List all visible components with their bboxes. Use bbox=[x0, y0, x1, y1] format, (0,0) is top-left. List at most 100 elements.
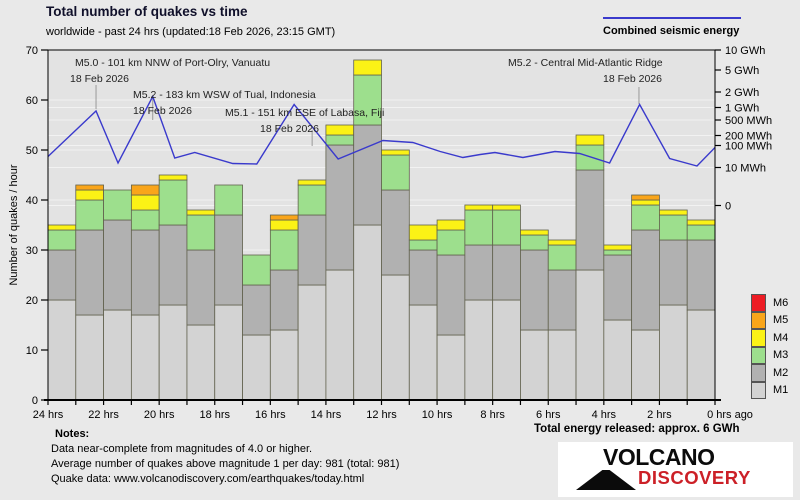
bar-segment-M1 bbox=[75, 314, 104, 401]
bar-segment-M1 bbox=[686, 309, 716, 401]
bar-segment-M2 bbox=[631, 229, 660, 331]
annotation-date: 18 Feb 2026 bbox=[133, 104, 192, 117]
volcano-icon bbox=[576, 470, 636, 490]
energy-line-legend-swatch bbox=[603, 17, 741, 19]
bar-segment-M2 bbox=[186, 249, 216, 326]
annotation-date: 18 Feb 2026 bbox=[70, 72, 129, 85]
bar-segment-M1 bbox=[353, 224, 382, 401]
annotation-text: M5.0 - 101 km NNW of Port-Olry, Vanuatu bbox=[75, 57, 271, 69]
bar-segment-M2 bbox=[353, 124, 382, 226]
annotation-text: M5.2 - Central Mid-Atlantic Ridge bbox=[508, 57, 663, 69]
magnitude-legend: M6 M5 M4 M3 M2 M1 bbox=[751, 294, 800, 399]
page-title: Total number of quakes vs time bbox=[46, 4, 248, 19]
legend-label: M5 bbox=[773, 314, 789, 327]
legend-item-m2: M2 bbox=[751, 364, 800, 382]
bar-segment-M2 bbox=[242, 284, 271, 336]
energy-tick-label: 10 MWh bbox=[725, 163, 766, 175]
energy-tick-label: 2 GWh bbox=[725, 87, 759, 99]
bar-segment-M2 bbox=[464, 244, 494, 301]
bar-segment-M1 bbox=[520, 329, 549, 401]
bar-segment-M2 bbox=[575, 169, 605, 271]
energy-tick-label: 0 bbox=[725, 201, 731, 213]
annotation-vanuatu: M5.0 - 101 km NNW of Port-Olry, Vanuatu … bbox=[70, 56, 271, 87]
y-tick-label: 0 bbox=[32, 395, 38, 407]
energy-tick-label: 10 GWh bbox=[725, 45, 765, 57]
legend-item-m4: M4 bbox=[751, 329, 800, 347]
x-tick-label: 2 hrs bbox=[647, 409, 672, 421]
bar-segment-M4 bbox=[659, 209, 688, 216]
bar-segment-M1 bbox=[464, 299, 494, 401]
bar-segment-M1 bbox=[297, 284, 327, 401]
bar-segment-M4 bbox=[436, 219, 466, 231]
bar-segment-M3 bbox=[408, 239, 438, 251]
bar-segment-M4 bbox=[408, 224, 438, 241]
bar-segment-M3 bbox=[158, 179, 188, 226]
bar-segment-M3 bbox=[130, 209, 160, 231]
x-tick-label: 10 hrs bbox=[422, 409, 453, 421]
bar-segment-M1 bbox=[381, 274, 410, 401]
bar-segment-M2 bbox=[436, 254, 466, 336]
bar-segment-M3 bbox=[464, 209, 494, 246]
legend-label: M2 bbox=[773, 366, 789, 379]
logo-word-discovery: DISCOVERY bbox=[638, 467, 751, 488]
bar-segment-M1 bbox=[631, 329, 660, 401]
bar-segment-M5 bbox=[75, 184, 104, 191]
bar-segment-M2 bbox=[381, 189, 410, 276]
bar-segment-M2 bbox=[686, 239, 716, 311]
bar-segment-M1 bbox=[436, 334, 466, 401]
bar-segment-M1 bbox=[492, 299, 521, 401]
legend-swatch-m5 bbox=[751, 311, 766, 329]
legend-swatch-m1 bbox=[751, 381, 766, 399]
notes-line-url: Quake data: www.volcanodiscovery.com/ear… bbox=[51, 473, 365, 485]
energy-line bbox=[47, 94, 716, 167]
x-tick-label: 6 hrs bbox=[536, 409, 561, 421]
chart-subtitle: worldwide - past 24 hrs (updated:18 Feb … bbox=[46, 26, 336, 38]
notes-line: Data near-complete from magnitudes of 4.… bbox=[51, 443, 313, 455]
total-energy-released: Total energy released: approx. 6 GWh bbox=[534, 423, 740, 435]
bar-segment-M2 bbox=[297, 214, 327, 286]
annotation-mid-atlantic: M5.2 - Central Mid-Atlantic Ridge 18 Feb… bbox=[508, 56, 663, 87]
legend-swatch-m3 bbox=[751, 346, 766, 364]
bar-segment-M5 bbox=[269, 214, 299, 221]
volcano-discovery-logo: VOLCANO DISCOVERY bbox=[558, 442, 793, 497]
bar-segment-M4 bbox=[603, 244, 633, 251]
bar-segment-M4 bbox=[686, 219, 716, 226]
annotation-text: M5.2 - 183 km WSW of Tual, Indonesia bbox=[133, 89, 316, 101]
bar-segment-M1 bbox=[408, 304, 438, 401]
y-axis-title: Number of quakes / hour bbox=[8, 164, 20, 286]
legend-swatch-m6 bbox=[751, 294, 766, 312]
y-tick-label: 50 bbox=[26, 145, 38, 157]
bar-segment-M3 bbox=[603, 249, 633, 256]
annotation-text: M5.1 - 151 km ESE of Labasa, Fiji bbox=[225, 107, 385, 119]
bar-segment-M3 bbox=[631, 204, 660, 231]
notes-block: Notes: Data near-complete from magnitude… bbox=[51, 427, 399, 487]
bar-segment-M3 bbox=[214, 184, 243, 216]
bar-segment-M1 bbox=[242, 334, 271, 401]
legend-label: M4 bbox=[773, 331, 789, 344]
bar-segment-M4 bbox=[520, 229, 549, 236]
bar-segment-M4 bbox=[47, 224, 77, 231]
legend-item-m6: M6 bbox=[751, 294, 800, 312]
energy-tick-label: 1 GWh bbox=[725, 103, 759, 115]
x-tick-label: 8 hrs bbox=[480, 409, 505, 421]
energy-tick-label: 100 MWh bbox=[725, 141, 772, 153]
y-tick-label: 20 bbox=[26, 295, 38, 307]
bar-segment-M4 bbox=[464, 204, 494, 211]
bar-segment-M5 bbox=[130, 184, 160, 196]
bar-segment-M1 bbox=[47, 299, 77, 401]
bar-segment-M2 bbox=[130, 229, 160, 316]
bar-segment-M4 bbox=[547, 239, 577, 246]
bar-segment-M4 bbox=[353, 59, 382, 76]
energy-tick-label: 200 MWh bbox=[725, 131, 772, 143]
energy-tick-label: 500 MWh bbox=[725, 115, 772, 127]
legend-item-m5: M5 bbox=[751, 311, 800, 329]
bar-segment-M4 bbox=[297, 179, 327, 186]
bar-segment-M1 bbox=[103, 309, 132, 401]
bar-segment-M2 bbox=[214, 214, 243, 306]
bar-segment-M2 bbox=[158, 224, 188, 306]
x-tick-label: 20 hrs bbox=[144, 409, 175, 421]
legend-swatch-m4 bbox=[751, 329, 766, 347]
annotation-fiji: M5.1 - 151 km ESE of Labasa, Fiji 18 Feb… bbox=[225, 106, 384, 137]
legend-label: M1 bbox=[773, 384, 789, 397]
y-tick-label: 30 bbox=[26, 245, 38, 257]
